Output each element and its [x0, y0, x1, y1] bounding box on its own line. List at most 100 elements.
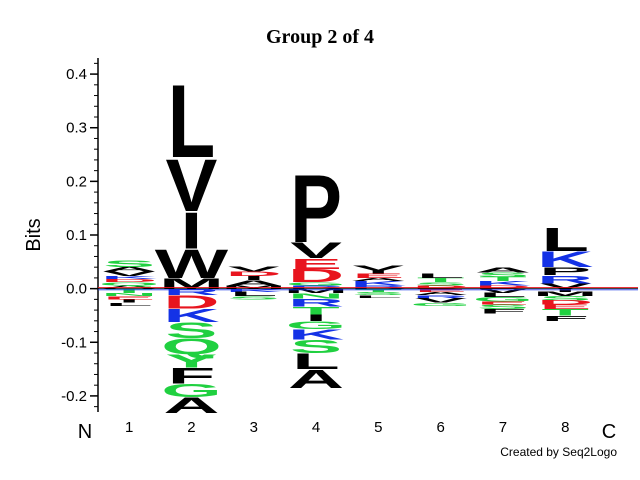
- logo-letter-i: I: [305, 313, 327, 323]
- logo-letter-v: V: [352, 264, 404, 272]
- logo-letter-n: N: [288, 292, 344, 300]
- logo-letter-a: A: [101, 266, 157, 273]
- logo-letter-d: D: [101, 278, 157, 283]
- logo-letter-k: K: [537, 247, 593, 272]
- logo-letter-r: R: [537, 273, 593, 285]
- y-tick-label: -0.2: [61, 388, 87, 405]
- n-terminus-label: N: [78, 421, 92, 443]
- logo-letter-g: G: [161, 380, 221, 401]
- logo-letter-i: I: [118, 299, 140, 304]
- x-position-label: 2: [187, 419, 195, 436]
- logo-letter-i: I: [243, 275, 265, 282]
- logo-letter-v: V: [415, 297, 467, 304]
- logo-letter-g: G: [286, 319, 346, 331]
- logo-letter-s: S: [103, 259, 155, 269]
- logo-letter-g: G: [286, 281, 346, 286]
- logo-letter-v: V: [228, 265, 280, 273]
- logo-letter-d: D: [537, 299, 593, 306]
- logo-letter-f: F: [479, 308, 527, 315]
- logo-letter-w: W: [155, 242, 229, 287]
- logo-letter-v: V: [103, 270, 155, 277]
- logo-letter-l: L: [541, 221, 589, 259]
- logo-letter-a: A: [350, 277, 406, 282]
- x-position-label: 4: [312, 419, 320, 436]
- logo-letter-v: V: [477, 288, 529, 295]
- logo-letter-t: T: [105, 288, 153, 295]
- x-position-label: 6: [436, 419, 444, 436]
- logo-letter-g: G: [410, 302, 470, 307]
- logo-letter-l: L: [417, 273, 465, 280]
- y-tick-label: 0.3: [66, 120, 87, 137]
- logo-letter-l: L: [292, 349, 340, 374]
- y-axis-label: Bits: [23, 218, 45, 251]
- logo-letter-k: K: [288, 326, 344, 343]
- y-tick-label: -0.1: [61, 334, 87, 351]
- logo-letter-k: K: [101, 275, 157, 280]
- logo-letter-k: K: [163, 305, 219, 326]
- logo-glyphs: AQDKVASTNEILMWIVLRDKSQYFGAMAIDVKLSRGDEVP…: [99, 64, 598, 418]
- x-position-label: 7: [499, 419, 507, 436]
- logo-letter-t: T: [479, 276, 527, 283]
- logo-letter-a: A: [226, 279, 282, 287]
- y-tick-label: 0.0: [66, 281, 87, 298]
- logo-letter-a: A: [288, 364, 344, 393]
- logo-letter-e: E: [352, 273, 404, 280]
- logo-letter-r: R: [413, 294, 469, 299]
- x-position-label: 8: [561, 419, 569, 436]
- logo-letter-s: S: [539, 295, 591, 302]
- logo-letter-t: T: [417, 277, 465, 284]
- logo-letter-l: L: [355, 294, 402, 298]
- logo-letter-p: P: [539, 265, 591, 277]
- logo-letter-s: S: [477, 271, 529, 278]
- logo-letter-i: I: [181, 202, 203, 260]
- logo-letter-e: E: [415, 288, 467, 293]
- logo-letter-r: R: [288, 296, 344, 308]
- logo-letter-y: Y: [166, 351, 218, 372]
- c-terminus-label: C: [602, 421, 616, 443]
- logo-letter-g: G: [473, 296, 533, 303]
- logo-letter-e: E: [477, 301, 529, 306]
- logo-letter-e: E: [290, 255, 342, 272]
- logo-letter-t: T: [292, 304, 340, 316]
- logo-letter-s: S: [166, 318, 218, 343]
- logo-letter-t: T: [355, 288, 403, 293]
- y-axis: -0.2 -0.1 0.0 0.1 0.2 0.3 0.4: [61, 58, 638, 412]
- logo-letter-d: D: [163, 292, 219, 313]
- logo-letter-l: L: [105, 302, 153, 307]
- logo-letter-s: S: [477, 304, 529, 311]
- logo-letter-s: S: [228, 295, 280, 300]
- logo-letter-p: P: [290, 154, 342, 263]
- logo-letter-s: S: [290, 336, 342, 357]
- logo-letter-q: Q: [99, 281, 159, 286]
- logo-letter-v: V: [539, 282, 591, 290]
- logo-letter-s: S: [415, 281, 467, 286]
- y-tick-label: 0.4: [66, 66, 87, 83]
- x-position-label: 3: [250, 419, 258, 436]
- logo-letter-e: E: [103, 295, 155, 300]
- logo-letter-l: L: [168, 64, 216, 180]
- logo-letter-r: R: [163, 287, 219, 297]
- x-axis-labels: 1 2 3 4 5 6 7 8: [125, 419, 569, 436]
- logo-letter-l: L: [479, 292, 527, 299]
- logo-letter-s: S: [352, 291, 404, 296]
- logo-letter-k: K: [475, 280, 531, 287]
- logo-letter-i: I: [368, 270, 390, 275]
- logo-letter-a: A: [163, 393, 219, 418]
- logo-letter-d: D: [226, 270, 282, 277]
- logo-letter-e: E: [539, 304, 591, 311]
- logo-letter-q: Q: [161, 334, 222, 359]
- logo-letter-f: F: [541, 314, 589, 322]
- logo-letter-l: L: [230, 291, 278, 298]
- logo-letter-k: K: [350, 280, 406, 287]
- logo-letter-k: K: [226, 288, 282, 293]
- y-tick-label: 0.1: [66, 227, 87, 244]
- y-tick-label: 0.2: [66, 173, 87, 190]
- logo-letter-m: M: [533, 291, 598, 298]
- x-position-label: 1: [125, 419, 133, 436]
- x-position-label: 5: [374, 419, 382, 436]
- logo-letter-n: N: [101, 292, 157, 297]
- logo-letter-a: A: [413, 291, 469, 296]
- credit-text: Created by Seq2Logo: [500, 445, 617, 459]
- logo-letter-d: D: [288, 265, 344, 286]
